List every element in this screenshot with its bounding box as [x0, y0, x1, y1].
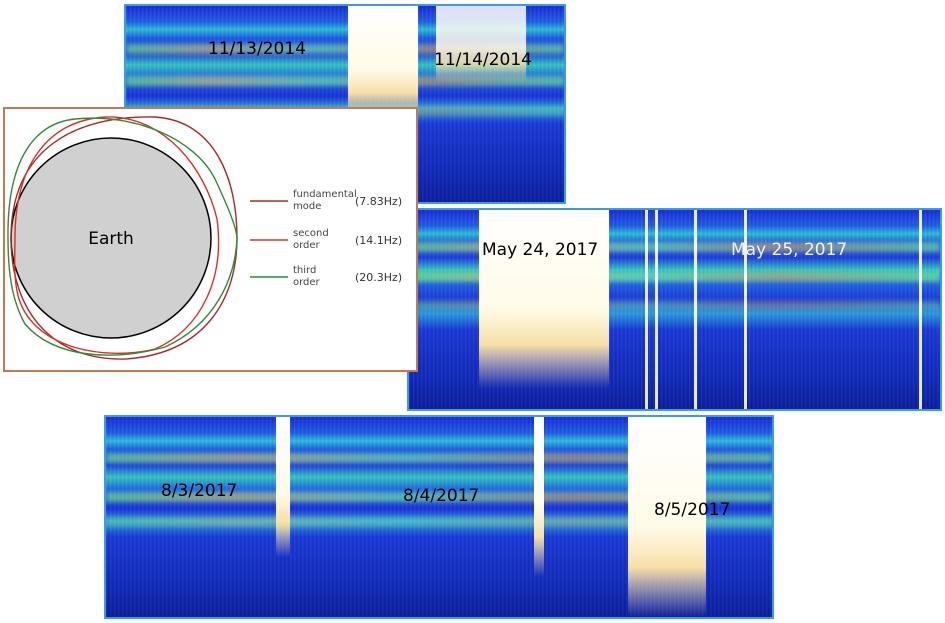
legend-label-fundamental-2: mode	[293, 201, 321, 212]
spectrogram-may-2017: May 24, 2017 May 25, 2017	[407, 208, 942, 411]
date-label: May 24, 2017	[482, 240, 599, 260]
legend-freq-fundamental: (7.83Hz)	[355, 195, 402, 208]
legend-label-fundamental: fundamental	[293, 189, 357, 200]
resonance-band	[126, 76, 564, 86]
earth-label: Earth	[88, 229, 134, 249]
white-burst	[628, 417, 706, 617]
date-label: May 25, 2017	[731, 240, 848, 260]
date-label: 8/4/2017	[403, 486, 480, 506]
legend-label-second-2: order	[293, 240, 321, 251]
white-line	[744, 210, 747, 409]
white-burst	[348, 6, 418, 122]
white-line	[919, 210, 922, 409]
white-burst	[479, 210, 609, 389]
date-label: 8/5/2017	[654, 500, 731, 520]
third-order-curve	[7, 117, 238, 356]
resonance-band	[106, 517, 772, 527]
resonance-band	[106, 453, 772, 463]
date-label: 11/13/2014	[208, 39, 306, 59]
mode-diagram-svg: Earth fundamental mode (7.83Hz) second o…	[7, 116, 402, 360]
legend-freq-third: (20.3Hz)	[355, 271, 402, 284]
white-burst	[276, 417, 290, 557]
resonance-mode-diagram: Earth fundamental mode (7.83Hz) second o…	[3, 107, 418, 372]
date-label: 11/14/2014	[434, 50, 532, 70]
white-line	[645, 210, 648, 409]
date-label: 8/3/2017	[161, 481, 238, 501]
resonance-band	[126, 44, 564, 54]
second-order-curve	[13, 116, 220, 354]
resonance-band	[409, 272, 940, 282]
legend-label-third: third	[293, 265, 316, 276]
legend-freq-second: (14.1Hz)	[355, 234, 402, 247]
legend-label-second: second	[293, 228, 329, 239]
resonance-band	[409, 242, 940, 252]
white-burst	[436, 6, 526, 82]
legend-label-third-2: order	[293, 277, 321, 288]
resonance-band	[106, 492, 772, 502]
white-line	[655, 210, 658, 409]
resonance-band	[409, 300, 940, 310]
white-burst	[534, 417, 544, 577]
spectrogram-aug-2017: 8/3/2017 8/4/2017 8/5/2017	[104, 415, 774, 619]
white-line	[694, 210, 697, 409]
